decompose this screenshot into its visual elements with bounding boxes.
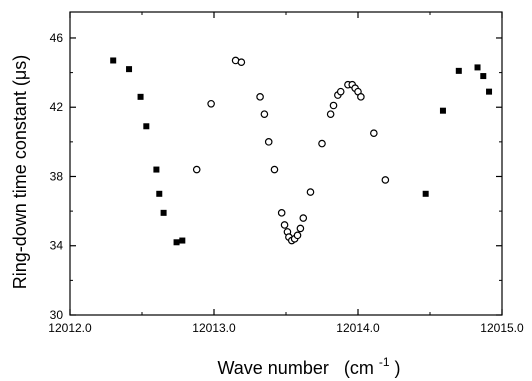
- data-point-square: [480, 73, 487, 80]
- data-point-circle: [237, 58, 246, 67]
- data-point-square: [137, 93, 144, 100]
- y-tick-label: 42: [50, 100, 64, 114]
- data-point-circle: [296, 224, 305, 233]
- data-point-square: [160, 209, 167, 216]
- y-tick-labels: 30 34 38 42 46: [50, 31, 64, 322]
- y-tick-label: 30: [50, 308, 64, 322]
- data-point-circle: [207, 99, 215, 108]
- data-point-circle: [192, 165, 201, 174]
- data-point-square: [126, 66, 133, 73]
- data-point-circle: [326, 110, 335, 118]
- x-tick-label: 12012.0: [48, 321, 92, 335]
- data-point-circle: [306, 188, 315, 196]
- data-point-square: [173, 239, 180, 246]
- data-point-circle: [270, 165, 279, 174]
- data-point-square: [474, 64, 481, 71]
- data-point-square: [179, 237, 186, 244]
- x-axis-label: Wave number: [217, 358, 328, 378]
- data-point-square: [455, 67, 462, 74]
- data-point-circle: [256, 93, 264, 101]
- x-axis-title: Wave number (cm -1 ): [217, 350, 400, 378]
- plot-frame: [69, 11, 503, 316]
- data-point-square: [153, 166, 160, 173]
- data-point-circle: [260, 110, 269, 118]
- data-point-circle: [370, 129, 378, 138]
- data-point-circle: [336, 87, 345, 96]
- data-point-square: [439, 107, 446, 114]
- data-point-circle: [280, 221, 289, 229]
- axis-ticks: [69, 12, 503, 316]
- data-point-square: [156, 190, 163, 197]
- x-axis-unit: (cm: [344, 358, 374, 378]
- x-tick-label: 12014.0: [336, 321, 380, 335]
- data-point-circle: [318, 139, 326, 148]
- data-point-circle: [329, 101, 338, 110]
- x-tick-labels: 12012.0 12013.0 12014.0 12015.0: [48, 321, 524, 335]
- data-point-square: [486, 88, 493, 95]
- x-axis-unit-exponent: -1: [379, 355, 390, 369]
- data-point-circle: [381, 176, 390, 184]
- data-point-circle: [299, 214, 308, 222]
- y-axis-title: Ring-down time constant (μs): [10, 55, 30, 289]
- y-tick-label: 46: [50, 31, 64, 45]
- data-point-square: [143, 123, 150, 130]
- data-point-square: [110, 57, 117, 64]
- y-tick-label: 34: [50, 239, 64, 253]
- data-point-circle: [357, 93, 365, 101]
- x-tick-label: 12015.0: [480, 321, 524, 335]
- data-point-square: [422, 190, 429, 197]
- x-tick-label: 12013.0: [192, 321, 236, 335]
- y-tick-label: 38: [50, 169, 64, 183]
- data-point-circle: [264, 138, 273, 146]
- x-axis-unit-close: ): [395, 358, 401, 378]
- data-point-circle: [277, 209, 286, 217]
- data-point-circle: [293, 231, 302, 240]
- data-points: [110, 56, 493, 246]
